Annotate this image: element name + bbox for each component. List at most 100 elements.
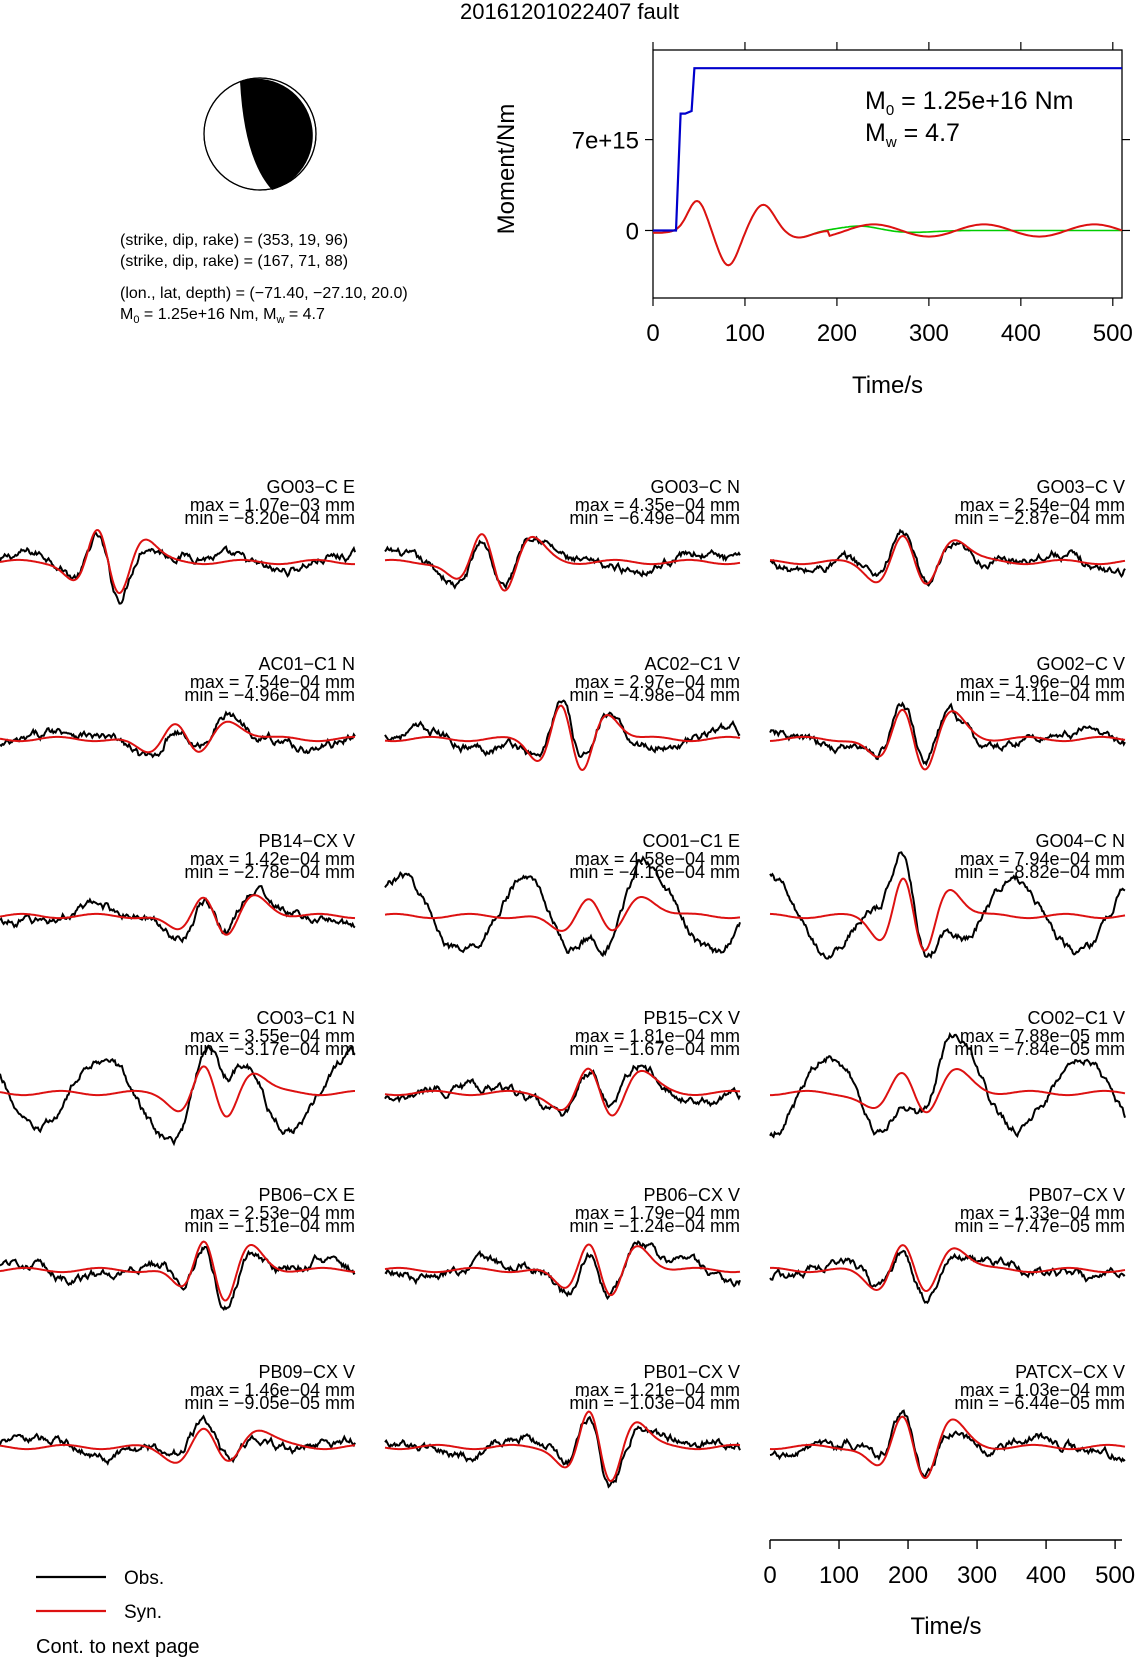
observed-trace [769,1249,1126,1305]
observed-trace [0,710,356,759]
station-max: max = 1.46e−04 mm [190,1380,355,1400]
moment-x-tick-label: 0 [646,320,659,347]
observed-trace [384,855,741,958]
station-name: PB09−CX V [258,1362,355,1382]
synthetic-trace [769,877,1126,952]
station-max: max = 1.07e−03 mm [190,495,355,515]
station-min: min = −8.20e−04 mm [184,508,355,528]
moment-y-tick-label: 7e+15 [572,128,639,155]
moment-x-tick-label: 100 [725,320,765,347]
station-name: PB01−CX V [643,1362,740,1382]
synthetic-trace [769,1415,1126,1480]
synthetic-trace [770,1067,1126,1114]
wave-x-tick-label: 300 [957,1562,997,1589]
moment-y-axis-label: Moment/Nm [493,104,520,235]
mechanism-line-plane2: (strike, dip, rake) = (167, 71, 88) [120,253,349,270]
moment-mw-annotation: Mw = 4.7 [865,119,960,151]
observed-trace [384,699,741,758]
moment-x-tick-label: 500 [1093,320,1133,347]
synthetic-trace [0,1427,356,1464]
station-name: CO01−C1 E [642,831,740,851]
observed-trace [769,701,1126,767]
station-min: min = −6.49e−04 mm [569,508,740,528]
station-max: max = 2.53e−04 mm [190,1203,355,1223]
station-min: min = −6.44e−05 mm [954,1393,1125,1413]
station-name: GO03−C E [266,477,355,497]
synthetic-trace [384,1410,741,1483]
cumulative-moment-line [653,67,1122,232]
station-min: min = −4.16e−04 mm [569,862,740,882]
observed-trace [769,851,1126,960]
observed-trace [769,1031,1126,1139]
station-min: min = −3.17e−04 mm [184,1039,355,1059]
observed-trace [769,528,1126,587]
station-min: min = −4.11e−04 mm [956,685,1125,705]
station-name: PB14−CX V [258,831,355,851]
station-min: min = −4.96e−04 mm [184,685,355,705]
station-max: max = 2.97e−04 mm [575,672,740,692]
station-name: GO02−C V [1036,654,1125,674]
moment-plot-frame [652,49,1123,299]
synthetic-trace [769,534,1126,585]
station-name: CO03−C1 N [256,1008,355,1028]
mechanism-line-location: (lon., lat, depth) = (−71.40, −27.10, 20… [120,285,408,302]
station-name: PB06−CX E [258,1185,355,1205]
synthetic-trace [384,1067,741,1117]
station-min: min = −7.84e−05 mm [954,1039,1125,1059]
moment-rate-red-line [652,199,1123,267]
synthetic-trace [0,1065,355,1118]
station-min: min = −2.78e−04 mm [184,862,355,882]
synthetic-trace [384,704,741,772]
station-name: PB15−CX V [643,1008,740,1028]
station-min: min = −4.98e−04 mm [569,685,740,705]
observed-trace [0,531,356,605]
wave-x-tick-label: 200 [888,1562,928,1589]
station-name: GO03−C V [1036,477,1125,497]
synthetic-trace [384,533,741,592]
moment-x-axis-label: Time/s [852,372,923,399]
station-max: max = 1.21e−04 mm [575,1380,740,1400]
station-max: max = 1.79e−04 mm [575,1203,740,1223]
station-min: min = −1.67e−04 mm [569,1039,740,1059]
synthetic-trace [0,528,355,595]
observed-trace [0,1044,356,1147]
wave-x-tick-label: 400 [1026,1562,1066,1589]
wave-x-tick-label: 0 [763,1562,776,1589]
mechanism-line-moment: M0 = 1.25e+16 Nm, Mw = 4.7 [120,306,325,327]
observed-trace [384,1415,741,1489]
station-name: PATCX−CX V [1015,1362,1125,1382]
station-max: max = 1.81e−04 mm [575,1026,740,1046]
station-max: max = 1.03e−04 mm [960,1380,1125,1400]
station-max: max = 4.35e−04 mm [575,495,740,515]
observed-trace [0,885,356,944]
observed-trace [769,1409,1126,1478]
synthetic-trace [0,720,355,754]
legend-label: Syn. [124,1602,162,1623]
moment-x-tick-label: 200 [817,320,857,347]
moment-x-tick-label: 400 [1001,320,1041,347]
observed-trace [384,535,741,590]
station-min: min = −2.87e−04 mm [954,508,1125,528]
moment-m0-annotation: M0 = 1.25e+16 Nm [865,87,1073,119]
station-name: GO03−C N [650,477,740,497]
station-name: GO04−C N [1035,831,1125,851]
station-max: max = 4.58e−04 mm [575,849,740,869]
station-min: min = −1.51e−04 mm [184,1216,355,1236]
wave-x-tick-label: 500 [1095,1562,1135,1589]
